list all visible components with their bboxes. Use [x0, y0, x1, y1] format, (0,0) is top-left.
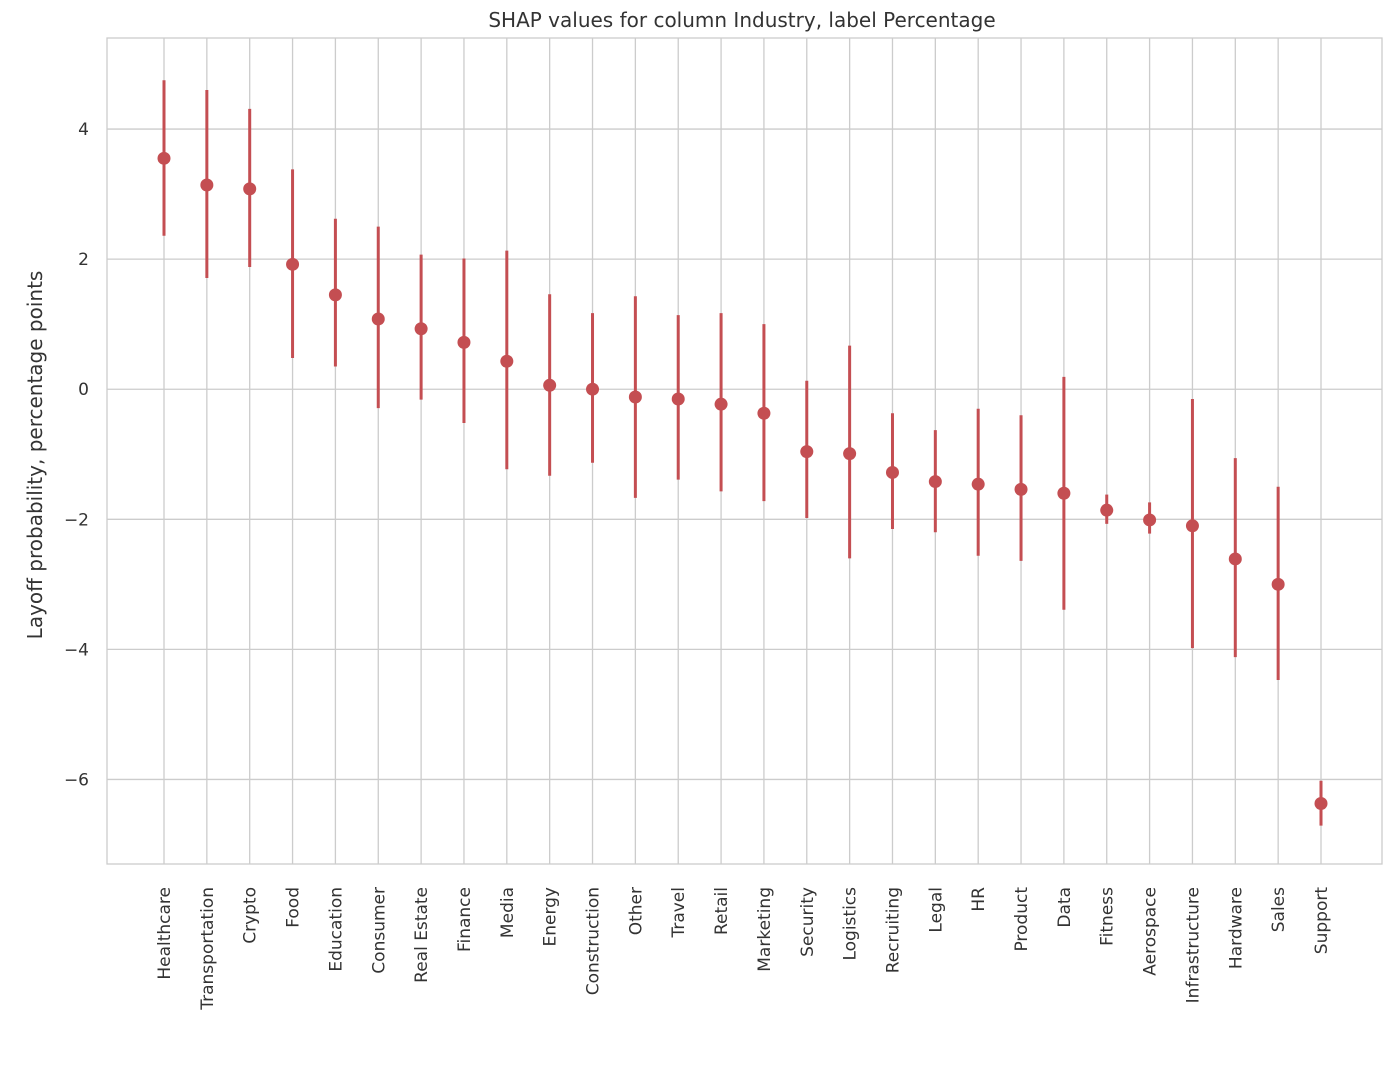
x-tick-label: Food	[284, 887, 304, 928]
x-tick-label: Aerospace	[1141, 887, 1161, 976]
data-point	[414, 322, 428, 336]
x-tick-label: Media	[498, 887, 518, 938]
x-tick-label: Other	[626, 887, 646, 935]
data-points	[157, 151, 1328, 811]
y-axis-title: Layoff probability, percentage points	[23, 271, 47, 640]
data-point	[1100, 503, 1114, 517]
x-tick-label: Fitness	[1098, 887, 1118, 946]
y-tick-label: 4	[78, 120, 89, 140]
data-point	[157, 151, 171, 165]
data-point	[500, 354, 514, 368]
data-point	[1228, 552, 1242, 566]
data-point	[543, 378, 557, 392]
y-tick-labels: −6 −4 −2 0 2 4	[64, 120, 89, 790]
x-tick-label: Energy	[541, 887, 561, 947]
data-point	[586, 382, 600, 396]
x-tick-label: Finance	[455, 887, 475, 952]
y-tick-label: −6	[64, 770, 89, 790]
data-point	[1143, 513, 1157, 527]
data-point	[1185, 519, 1199, 533]
x-tick-label: Recruiting	[883, 887, 903, 973]
data-point	[243, 182, 257, 196]
x-tick-label: Marketing	[755, 887, 775, 972]
y-tick-label: 2	[78, 250, 89, 270]
x-tick-label: Product	[1012, 887, 1032, 952]
x-tick-label: Sales	[1269, 887, 1289, 932]
y-tick-label: −2	[64, 510, 89, 530]
data-point	[457, 335, 471, 349]
x-tick-label: Travel	[669, 887, 689, 939]
data-point	[328, 288, 342, 302]
data-point	[1271, 577, 1285, 591]
data-point	[371, 312, 385, 326]
data-point	[885, 465, 899, 479]
x-tick-labels: Healthcare Transportation Crypto Food Educat…	[155, 887, 1332, 1011]
plot-frame	[106, 37, 1383, 865]
data-point	[928, 475, 942, 489]
x-tick-label: Transportation	[198, 887, 218, 1011]
x-tick-label: Support	[1312, 887, 1332, 955]
y-tick-label: 0	[78, 380, 89, 400]
data-point	[800, 445, 814, 459]
data-point	[1314, 797, 1328, 811]
data-point	[200, 178, 214, 192]
x-tick-label: Data	[1055, 887, 1075, 928]
data-point	[1057, 486, 1071, 500]
data-point	[757, 406, 771, 420]
x-tick-label: Construction	[584, 887, 604, 995]
data-point	[714, 397, 728, 411]
data-point	[671, 392, 685, 406]
data-point	[843, 447, 857, 461]
x-tick-label: Healthcare	[155, 887, 175, 980]
x-tick-label: Infrastructure	[1183, 887, 1203, 1003]
x-tick-label: Education	[326, 887, 346, 972]
data-point	[971, 477, 985, 491]
x-tick-label: Legal	[926, 887, 946, 933]
data-point	[628, 390, 642, 404]
grid-layer	[107, 38, 1382, 864]
data-point	[286, 257, 300, 271]
x-tick-label: Retail	[712, 887, 732, 935]
y-tick-label: −4	[64, 640, 89, 660]
x-tick-label: Hardware	[1226, 887, 1246, 969]
x-tick-label: Crypto	[241, 887, 261, 944]
chart-title: SHAP values for column Industry, label P…	[488, 8, 995, 32]
x-tick-label: Security	[798, 887, 818, 957]
x-tick-label: HR	[969, 887, 989, 912]
x-tick-label: Consumer	[369, 887, 389, 974]
data-point	[1014, 482, 1028, 496]
error-bars	[162, 80, 1323, 826]
x-tick-label: Logistics	[841, 887, 861, 961]
x-tick-label: Real Estate	[412, 887, 432, 983]
